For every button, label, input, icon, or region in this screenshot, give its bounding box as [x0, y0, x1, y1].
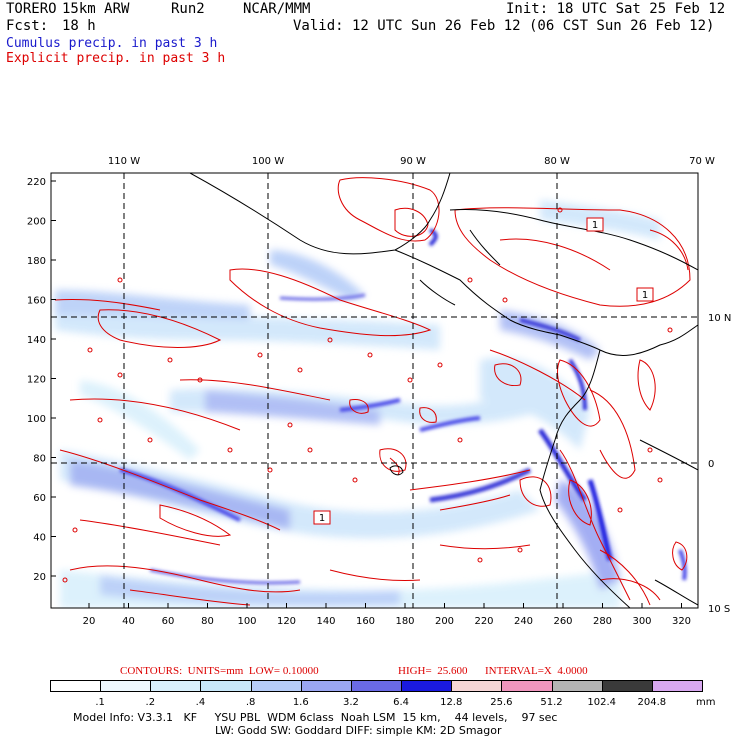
x-tick-label: 240 — [514, 616, 533, 627]
coastlines — [189, 173, 698, 608]
colorbar-swatch — [150, 680, 202, 692]
x-tick-label: 220 — [474, 616, 493, 627]
colorbar-label: 25.6 — [490, 697, 513, 708]
run-label: Run2 — [171, 1, 205, 17]
contour-label-1b: 1 — [642, 290, 648, 301]
contours-units: CONTOURS: UNITS=mm LOW= 0.10000 — [120, 665, 319, 677]
explicit-precip-contours — [54, 177, 691, 606]
colorbar-swatch — [501, 680, 553, 692]
colorbar-label: 102.4 — [587, 697, 617, 708]
colorbar-swatch — [250, 680, 302, 692]
forecast-label: Fcst: — [6, 18, 49, 34]
colorbar-label: 51.2 — [540, 697, 563, 708]
contour-label-1c: 1 — [319, 513, 325, 524]
legend-cumulus: Cumulus precip. in past 3 h — [6, 36, 218, 51]
x-tick-label: 60 — [162, 616, 175, 627]
cumulus-precip-field — [55, 200, 660, 608]
colorbar-label: 3.2 — [342, 697, 359, 708]
colorbar-label: .8 — [245, 697, 256, 708]
lon-labels: 110 W 100 W 90 W 80 W 70 W — [108, 156, 715, 167]
colorbar-swatch — [200, 680, 252, 692]
init-time: Init: 18 UTC Sat 25 Feb 12 — [506, 1, 726, 17]
colorbar — [50, 680, 703, 693]
colorbar-label: 12.8 — [440, 697, 463, 708]
y-tick-label: 20 — [33, 572, 46, 583]
lon-label: 80 W — [544, 156, 570, 167]
x-tick-label: 120 — [277, 616, 296, 627]
colorbar-label: 1.6 — [292, 697, 309, 708]
y-tick-label: 180 — [27, 256, 46, 267]
colorbar-unit: mm — [696, 697, 716, 708]
y-tick-label: 80 — [33, 454, 46, 465]
x-tick-label: 200 — [435, 616, 454, 627]
colorbar-swatch — [100, 680, 152, 692]
latlon-grid — [51, 173, 698, 608]
colorbar-swatch — [300, 680, 352, 692]
y-tick-label: 100 — [27, 414, 46, 425]
y-axis: 220 200 180 160 140 120 100 80 60 40 20 — [27, 177, 56, 583]
x-tick-label: 140 — [316, 616, 335, 627]
colorbar-swatch — [551, 680, 603, 692]
resolution-label: 15km ARW — [62, 1, 130, 17]
x-tick-label: 300 — [632, 616, 651, 627]
y-tick-label: 140 — [27, 335, 46, 346]
colorbar-swatch — [401, 680, 453, 692]
colorbar-label: 204.8 — [637, 697, 667, 708]
x-tick-label: 100 — [237, 616, 256, 627]
lat-label: 10 S — [708, 604, 730, 615]
y-tick-label: 60 — [33, 493, 46, 504]
colorbar-label: .4 — [195, 697, 206, 708]
legend-explicit: Explicit precip. in past 3 h — [6, 51, 226, 66]
lon-label: 100 W — [252, 156, 284, 167]
y-tick-label: 40 — [33, 533, 46, 544]
x-tick-label: 320 — [672, 616, 691, 627]
colorbar-swatch — [50, 680, 102, 692]
contour-label-1a: 1 — [592, 220, 598, 231]
contours-interval: INTERVAL=X 4.0000 — [485, 665, 588, 677]
x-tick-label: 160 — [356, 616, 375, 627]
y-tick-label: 160 — [27, 296, 46, 307]
valid-time: Valid: 12 UTC Sun 26 Feb 12 (06 CST Sun … — [293, 18, 715, 34]
org-label: NCAR/MMM — [243, 1, 311, 17]
colorbar-label: .1 — [95, 697, 105, 708]
cumulus-precip-cores — [119, 228, 687, 585]
galapagos-island — [389, 465, 404, 476]
x-axis: 20 40 60 80 100 120 140 160 180 200 220 240 260 280 30… — [83, 603, 691, 627]
model-info: Model Info: V3.3.1 KF YSU PBL WDM 6class… — [73, 711, 558, 724]
explicit-precip-cells — [62, 207, 673, 583]
y-tick-label: 120 — [27, 375, 46, 386]
physics-info: LW: Godd SW: Goddard DIFF: simple KM: 2D… — [215, 724, 502, 737]
lon-label: 70 W — [689, 156, 715, 167]
precip-map: 1 1 1 110 W 100 W 90 W 80 W 70 W 10 N 0 … — [27, 156, 731, 627]
x-tick-label: 40 — [122, 616, 135, 627]
y-tick-label: 220 — [27, 177, 46, 188]
colorbar-label: 6.4 — [393, 697, 410, 708]
contour-labels — [313, 217, 654, 525]
lat-label: 0 — [708, 459, 714, 470]
x-tick-label: 280 — [593, 616, 612, 627]
contours-high: HIGH= 25.600 — [398, 665, 468, 677]
x-tick-label: 20 — [83, 616, 96, 627]
forecast-hour: 18 h — [62, 18, 96, 34]
colorbar-swatch — [350, 680, 403, 692]
plot-frame — [50, 172, 699, 609]
colorbar-swatch — [601, 680, 653, 692]
x-tick-label: 180 — [395, 616, 414, 627]
lon-label: 90 W — [400, 156, 426, 167]
x-tick-label: 260 — [553, 616, 572, 627]
colorbar-label: .2 — [145, 697, 156, 708]
x-tick-label: 80 — [201, 616, 214, 627]
y-tick-label: 200 — [27, 217, 46, 228]
colorbar-swatch — [451, 680, 503, 692]
lat-label: 10 N — [708, 313, 731, 324]
colorbar-swatch — [651, 680, 703, 692]
lon-label: 110 W — [108, 156, 140, 167]
model-name: TORERO — [6, 1, 57, 17]
lat-labels: 10 N 0 10 S — [708, 313, 731, 615]
